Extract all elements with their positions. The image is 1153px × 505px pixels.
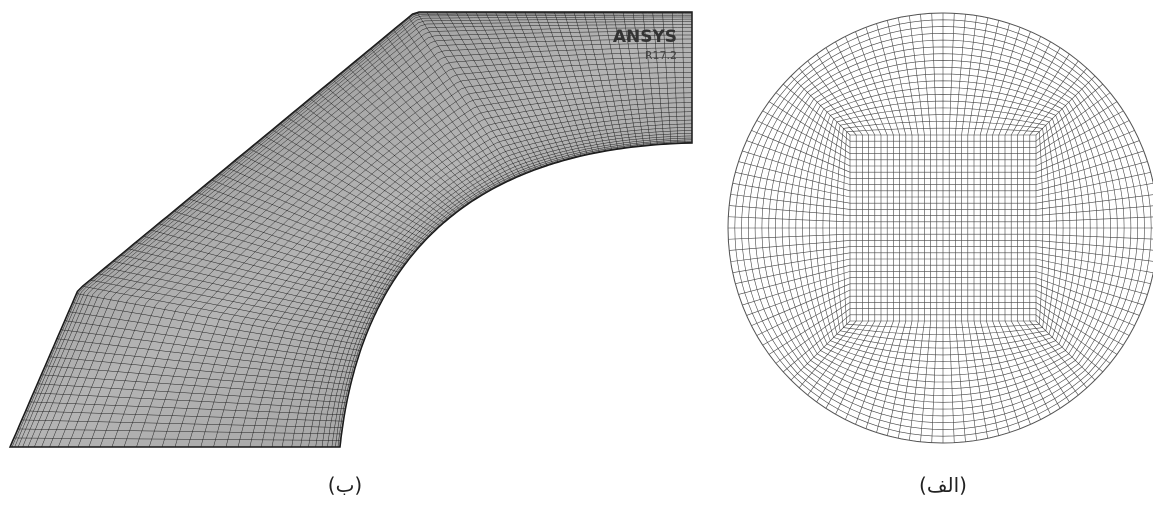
- panel-label: (الف): [919, 473, 967, 497]
- figure: ANSYS R17.2 (ب) (الف): [0, 0, 1153, 505]
- version: R17.2: [645, 49, 677, 62]
- logo: ANSYS: [613, 27, 677, 47]
- panel-label: (ب): [328, 473, 362, 497]
- pipe-bend-mesh: [10, 12, 692, 447]
- circular-mesh: [728, 13, 1153, 443]
